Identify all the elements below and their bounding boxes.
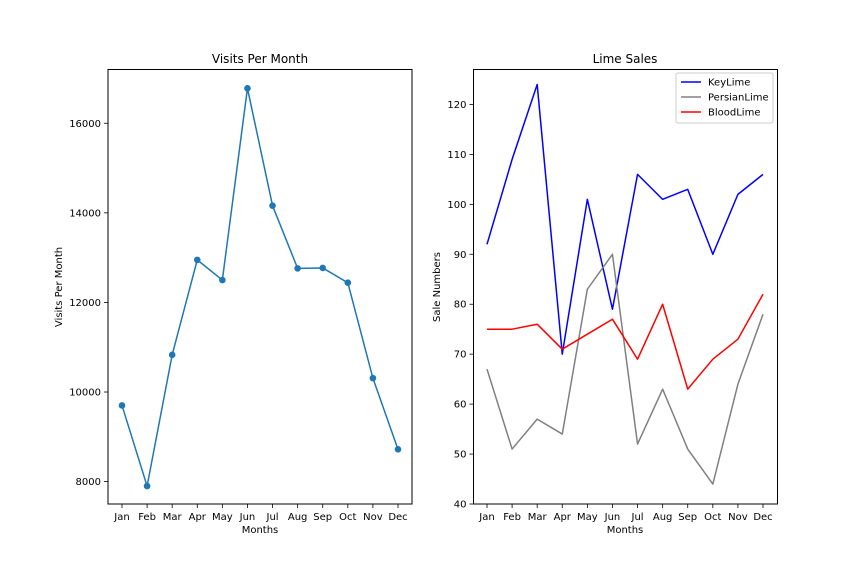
x-tick-label: Jul xyxy=(631,512,644,523)
series-group xyxy=(118,85,402,490)
data-point xyxy=(193,256,201,264)
chart-title: Visits Per Month xyxy=(212,52,308,66)
x-tick-label: Sep xyxy=(313,512,332,523)
data-point xyxy=(344,279,352,287)
y-tick-label: 10000 xyxy=(69,388,101,399)
x-tick-label: Jun xyxy=(239,512,256,523)
y-tick-label: 110 xyxy=(447,150,466,161)
x-tick-label: Oct xyxy=(704,512,721,523)
y-axis-label: Sale Numbers xyxy=(432,252,443,322)
x-tick-label: Nov xyxy=(363,512,383,523)
y-tick-label: 50 xyxy=(454,450,467,461)
x-axis-label: Months xyxy=(242,525,279,536)
x-tick-label: Feb xyxy=(138,512,156,523)
legend-label: PersianLime xyxy=(708,93,769,104)
x-tick-label: Oct xyxy=(339,512,356,523)
data-point xyxy=(394,446,402,453)
data-point xyxy=(143,482,151,490)
x-tick-label: Jan xyxy=(478,512,494,523)
legend-items: KeyLime PersianLime BloodLime xyxy=(681,78,769,119)
legend-box xyxy=(675,72,774,124)
x-tick-label: Jun xyxy=(604,512,621,523)
series-line-persianlime xyxy=(486,253,764,485)
x-tick-label: Nov xyxy=(728,512,748,523)
y-axis-ticks: 40 50 60 70 80 90 100 110 120 xyxy=(447,100,474,511)
x-tick-label: Jan xyxy=(113,512,129,523)
plot-frame xyxy=(107,69,413,505)
data-point xyxy=(219,276,226,284)
x-tick-label: Aug xyxy=(653,512,673,523)
series-line-bloodlime xyxy=(487,293,764,390)
x-tick-label: Mar xyxy=(528,512,548,523)
x-tick-label: Apr xyxy=(189,512,207,523)
visits-chart: Visits Per Month 8000 10000 12000 14000 1600… xyxy=(54,52,413,536)
data-point xyxy=(244,85,251,92)
x-tick-label: May xyxy=(577,512,598,523)
x-axis-ticks: Jan Feb Mar Apr May Jun Jul Aug Sep Oct Nov Dec xyxy=(478,504,773,523)
y-tick-label: 90 xyxy=(454,250,467,261)
series-line xyxy=(121,87,399,487)
y-tick-label: 80 xyxy=(454,300,467,311)
data-point xyxy=(294,265,301,272)
x-tick-label: Dec xyxy=(388,512,407,523)
y-tick-label: 12000 xyxy=(69,298,101,309)
y-axis-ticks: 8000 10000 12000 14000 16000 xyxy=(69,119,108,488)
x-tick-label: Aug xyxy=(288,512,308,523)
y-tick-label: 16000 xyxy=(69,119,101,130)
legend: KeyLime PersianLime BloodLime xyxy=(675,72,774,124)
data-point xyxy=(118,402,126,409)
x-axis-ticks: Jan Feb Mar Apr May Jun Jul Aug Sep Oct Nov Dec xyxy=(113,504,408,523)
x-tick-label: Jul xyxy=(266,512,279,523)
x-tick-label: Apr xyxy=(554,512,572,523)
legend-label: BloodLime xyxy=(708,108,760,119)
x-tick-label: Feb xyxy=(503,512,521,523)
plot-frame xyxy=(473,69,778,505)
x-axis-label: Months xyxy=(607,525,644,536)
x-tick-label: Dec xyxy=(753,512,772,523)
legend-label: KeyLime xyxy=(708,78,750,89)
x-tick-label: Mar xyxy=(163,512,183,523)
series-group xyxy=(486,83,764,485)
lime-sales-chart: Lime Sales 40 50 60 70 80 90 100 110 120 Jan Feb M… xyxy=(432,52,778,536)
y-tick-label: 14000 xyxy=(69,208,101,219)
series-line-keylime xyxy=(486,83,764,355)
x-tick-label: Sep xyxy=(678,512,697,523)
y-tick-label: 60 xyxy=(454,400,467,411)
y-tick-label: 8000 xyxy=(76,477,101,488)
y-tick-label: 70 xyxy=(454,350,467,361)
y-tick-label: 100 xyxy=(447,200,466,211)
y-axis-label: Visits Per Month xyxy=(54,247,65,327)
x-tick-label: May xyxy=(212,512,233,523)
data-point xyxy=(269,202,276,209)
y-tick-label: 120 xyxy=(447,100,466,111)
data-point xyxy=(319,264,327,272)
chart-title: Lime Sales xyxy=(593,52,658,66)
y-tick-label: 40 xyxy=(454,500,467,511)
data-point xyxy=(168,351,176,359)
data-point xyxy=(369,374,377,382)
